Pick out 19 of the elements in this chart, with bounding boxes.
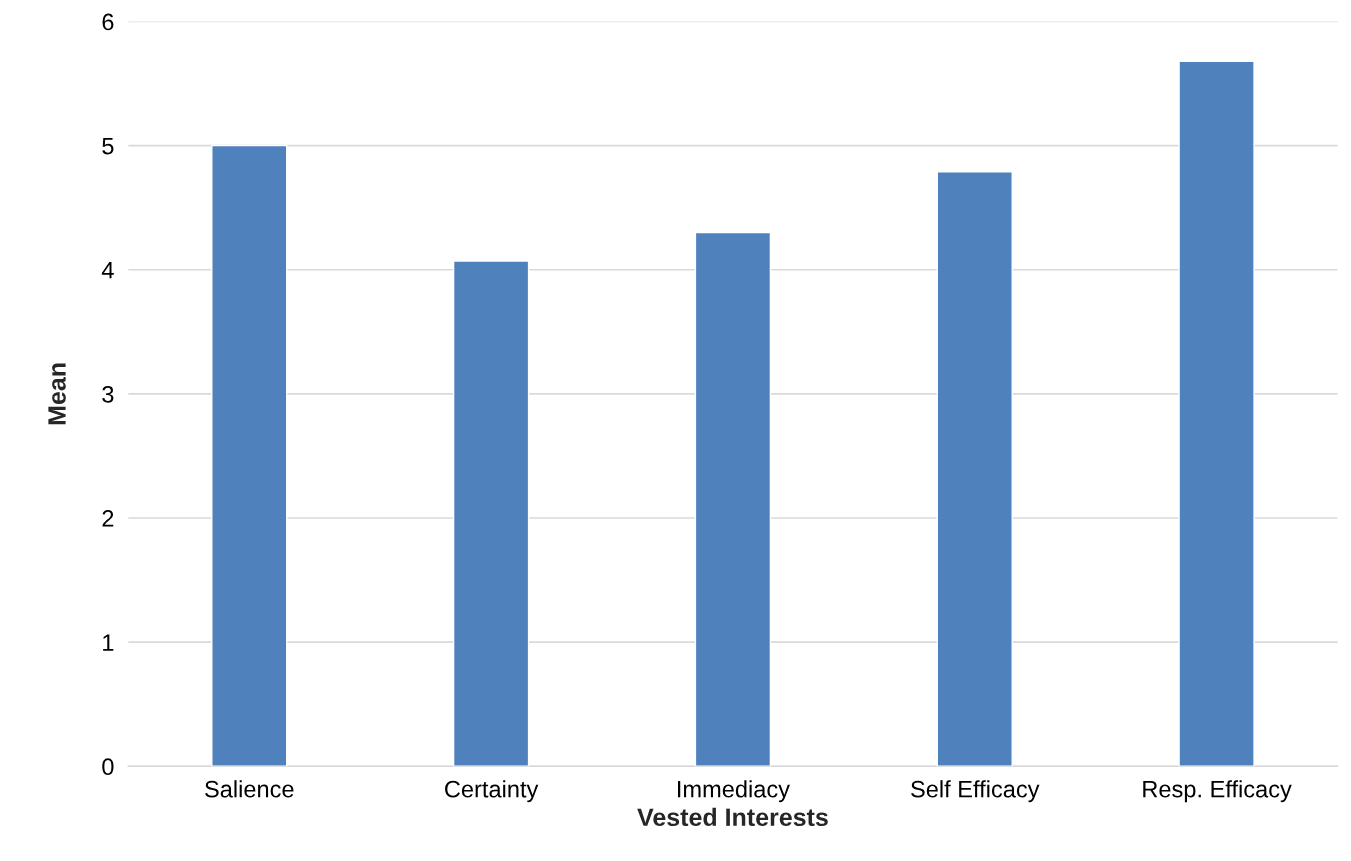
bar: [452, 260, 530, 767]
bar: [211, 144, 288, 767]
y-tick-label: 1: [103, 634, 114, 651]
y-tick-label: 3: [102, 385, 114, 403]
x-tick-label: Self Efficacy: [911, 780, 1040, 803]
y-tick-label: 0: [102, 758, 114, 776]
bar: [1178, 60, 1255, 767]
bar: [694, 231, 772, 767]
x-tick-label: Immediacy: [678, 780, 790, 803]
y-tick-label: 5: [102, 137, 114, 155]
x-tick-label: Certainty: [445, 780, 539, 803]
bar: [936, 171, 1013, 767]
x-axis-title: Vested Interests: [637, 807, 828, 827]
y-axis-title: Mean: [48, 363, 66, 425]
y-tick-label: 2: [102, 510, 114, 527]
y-tick-label: 4: [101, 262, 114, 279]
y-tick-label: 6: [102, 13, 114, 31]
x-tick-label: Salience: [205, 780, 294, 798]
x-tick-label: Resp. Efficacy: [1143, 780, 1292, 803]
